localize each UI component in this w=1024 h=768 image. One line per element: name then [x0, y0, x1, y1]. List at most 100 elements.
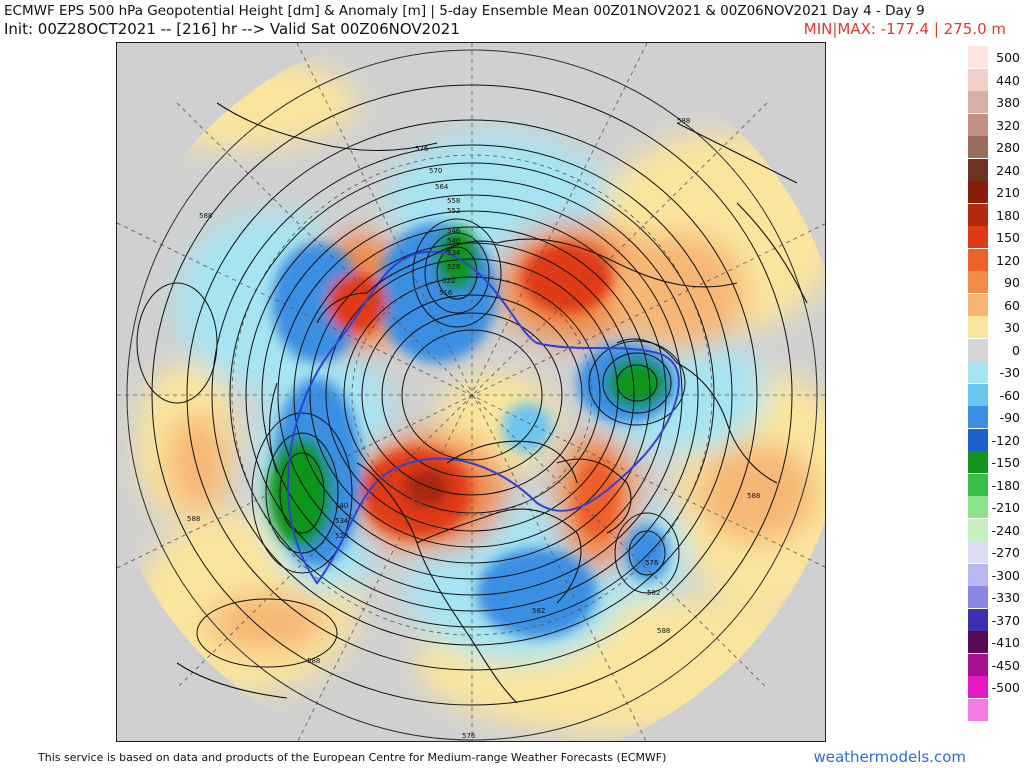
legend-label: 380 [996, 95, 1020, 110]
legend-entry: 30 [966, 316, 1024, 338]
brand-link[interactable]: weathermodels.com [813, 748, 966, 766]
contour-label: 546 [447, 227, 461, 235]
coastlines [176, 102, 808, 704]
legend-entry: 210 [966, 181, 1024, 203]
legend-entry: -150 [966, 451, 1024, 473]
legend-swatch [968, 158, 988, 181]
legend-label: 0 [1012, 342, 1020, 358]
legend-entry: -370 [966, 608, 1024, 631]
legend-swatch [968, 113, 988, 136]
contour-label: 576 [462, 732, 476, 740]
legend-swatch [968, 316, 988, 338]
legend-label: 210 [996, 185, 1020, 200]
contour-label: 588 [747, 492, 760, 500]
legend-label: -450 [991, 657, 1020, 673]
legend-swatch [968, 473, 988, 496]
legend-swatch [968, 248, 988, 271]
contour-label: 522 [442, 277, 455, 285]
legend-label: 90 [1004, 275, 1020, 290]
legend-label: 500 [996, 50, 1020, 65]
contour-label: 588 [677, 117, 690, 125]
legend-swatch [968, 676, 988, 698]
legend-label: 120 [996, 252, 1020, 268]
chart-title: ECMWF EPS 500 hPa Geopotential Height [d… [4, 3, 925, 19]
legend-swatch [968, 68, 988, 91]
contour-label: 534 [447, 249, 461, 257]
min-max-readout: MIN|MAX: -177.4 | 275.0 m [803, 20, 1006, 38]
contour-label: 516 [439, 289, 453, 297]
legend-entry: -300 [966, 563, 1024, 586]
legend-entry: -120 [966, 428, 1024, 451]
legend-label: -90 [999, 410, 1020, 425]
legend-swatch [968, 563, 988, 586]
legend-swatch [968, 698, 988, 721]
contour-label: 528 [335, 532, 348, 540]
legend-swatch [968, 361, 988, 383]
legend-entry: 0 [966, 338, 1024, 361]
contour-label: 570 [429, 167, 442, 175]
contour-label: 588 [657, 627, 670, 635]
attribution-footer: This service is based on data and produc… [38, 751, 667, 764]
legend-swatch [968, 91, 988, 113]
legend-swatch [968, 608, 988, 631]
legend-label: -300 [991, 567, 1020, 583]
legend-entry: 440 [966, 68, 1024, 91]
legend-entry: -60 [966, 383, 1024, 406]
legend-entry: 380 [966, 91, 1024, 113]
legend-swatch [968, 226, 988, 248]
legend-entry: 60 [966, 293, 1024, 316]
legend-label: -370 [991, 612, 1020, 628]
legend-label: -240 [991, 522, 1020, 538]
legend-label: -330 [991, 590, 1020, 605]
legend-label: -410 [991, 635, 1020, 650]
legend-swatch [968, 451, 988, 473]
legend-entry: 120 [966, 248, 1024, 271]
legend-label: 440 [996, 72, 1020, 88]
contour-label: 582 [532, 607, 545, 615]
legend-entry: 180 [966, 203, 1024, 226]
legend-swatch [968, 136, 988, 158]
legend-entry: 500 [966, 46, 1024, 68]
legend-entry: -330 [966, 586, 1024, 608]
contour-label: 582 [647, 589, 660, 597]
legend-entry: 150 [966, 226, 1024, 248]
legend-entry: -180 [966, 473, 1024, 496]
map-panel: 588 576 570 564 558 552 546 540 534 528 522 516 588 5… [116, 42, 826, 742]
init-valid-line: Init: 00Z28OCT2021 -- [216] hr --> Valid… [4, 20, 460, 38]
legend-swatch [968, 181, 988, 203]
contour-label: 576 [415, 145, 429, 153]
legend-entry: -410 [966, 631, 1024, 653]
contour-label: 558 [447, 197, 460, 205]
contour-label: 588 [199, 212, 212, 220]
legend-swatch [968, 383, 988, 406]
legend-entry: -210 [966, 496, 1024, 518]
legend-entry: 320 [966, 113, 1024, 136]
contour-label: 534 [335, 517, 349, 525]
legend-entry: -450 [966, 653, 1024, 676]
legend-swatch [968, 428, 988, 451]
legend-label: -270 [991, 545, 1020, 560]
legend-label: 30 [1004, 320, 1020, 335]
contour-label: 540 [335, 502, 348, 510]
contour-label: 540 [447, 237, 460, 245]
legend-entry: -240 [966, 518, 1024, 541]
legend-label: -60 [999, 387, 1020, 403]
legend-swatch [968, 406, 988, 428]
contour-label: 588 [187, 515, 200, 523]
legend-swatch [968, 203, 988, 226]
legend-label: 240 [996, 162, 1020, 178]
legend-entry: 280 [966, 136, 1024, 158]
legend-entry: -90 [966, 406, 1024, 428]
legend-label: -120 [991, 432, 1020, 448]
legend-label: -180 [991, 477, 1020, 493]
contour-label: 552 [447, 207, 460, 215]
polar-map: 588 576 570 564 558 552 546 540 534 528 522 516 588 5… [117, 43, 825, 741]
legend-entry: -270 [966, 541, 1024, 563]
highlight-contour [287, 250, 680, 585]
contour-labels: 588 576 570 564 558 552 546 540 534 528 522 516 588 5… [187, 117, 760, 740]
legend-label: -210 [991, 500, 1020, 515]
legend-swatch [968, 271, 988, 293]
legend-label: 320 [996, 117, 1020, 133]
legend-label: -30 [999, 365, 1020, 380]
legend-swatch [968, 586, 988, 608]
